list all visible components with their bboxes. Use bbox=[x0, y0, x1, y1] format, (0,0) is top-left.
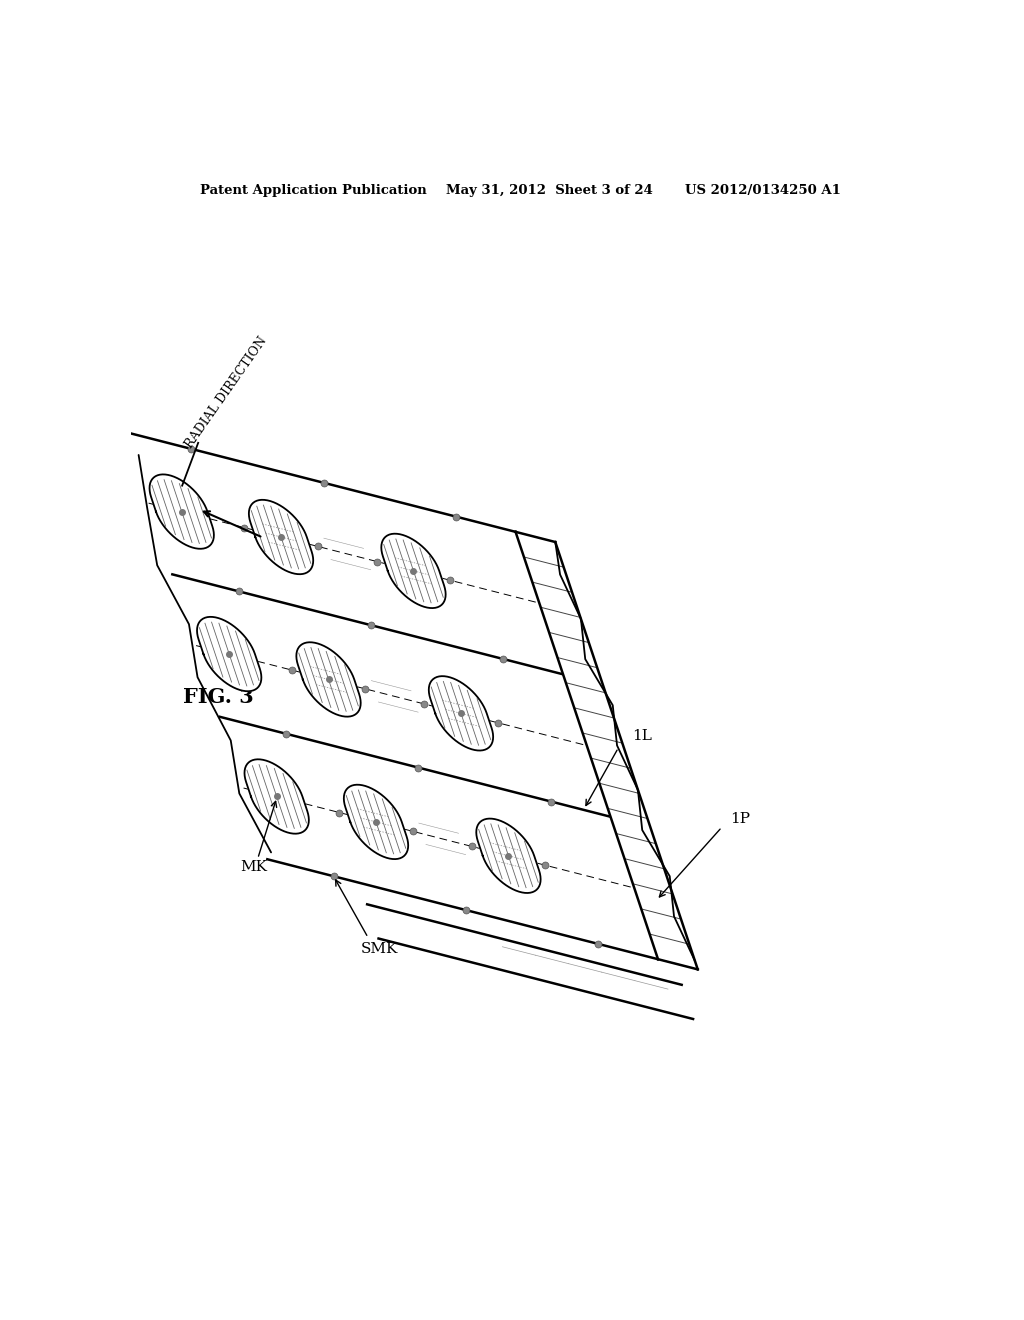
Polygon shape bbox=[245, 759, 309, 834]
Text: Patent Application Publication: Patent Application Publication bbox=[200, 185, 427, 197]
Text: MK: MK bbox=[241, 859, 267, 874]
Polygon shape bbox=[249, 500, 313, 574]
Text: US 2012/0134250 A1: US 2012/0134250 A1 bbox=[685, 185, 841, 197]
Polygon shape bbox=[197, 616, 261, 692]
Text: FIG. 3: FIG. 3 bbox=[183, 688, 254, 708]
Polygon shape bbox=[515, 532, 697, 969]
Polygon shape bbox=[296, 643, 360, 717]
Text: 1L: 1L bbox=[632, 729, 652, 743]
Text: 1P: 1P bbox=[730, 812, 750, 826]
Text: May 31, 2012  Sheet 3 of 24: May 31, 2012 Sheet 3 of 24 bbox=[446, 185, 653, 197]
Polygon shape bbox=[381, 533, 445, 609]
Text: RADIAL DIRECTION: RADIAL DIRECTION bbox=[182, 334, 269, 450]
Text: SMK: SMK bbox=[361, 942, 398, 957]
Polygon shape bbox=[429, 676, 494, 751]
Polygon shape bbox=[150, 474, 214, 549]
Polygon shape bbox=[344, 784, 409, 859]
Polygon shape bbox=[476, 818, 541, 894]
